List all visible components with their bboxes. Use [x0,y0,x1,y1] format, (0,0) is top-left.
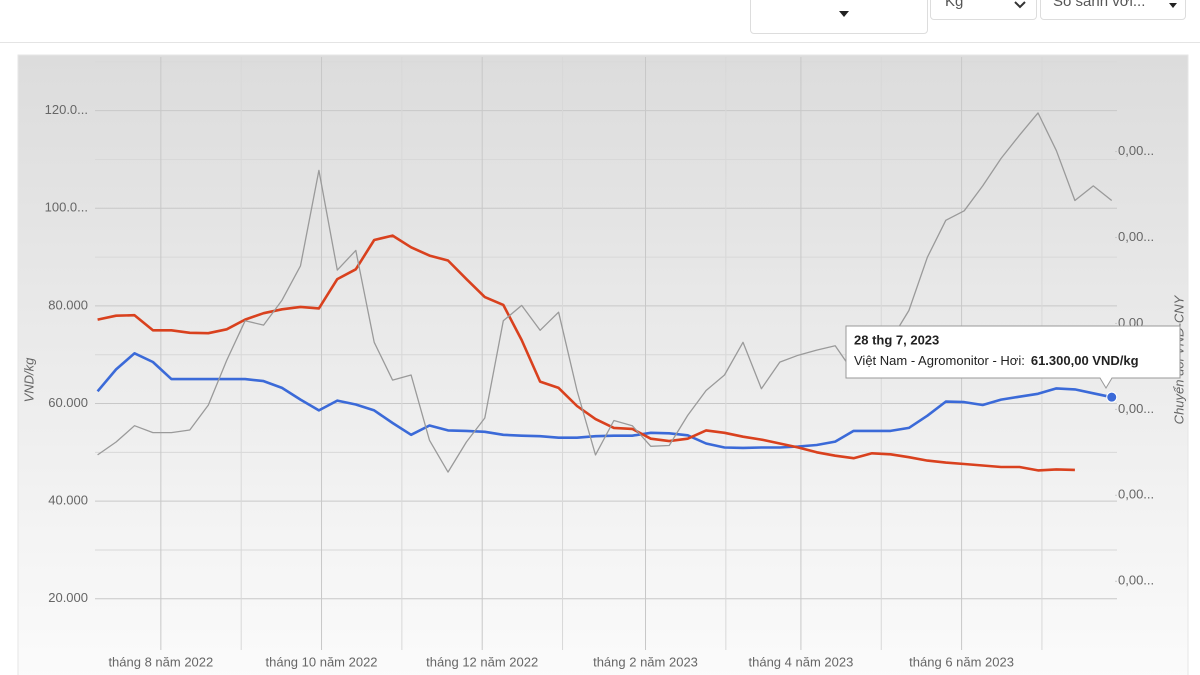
y-tick-label: 20.000 [48,590,88,605]
y-tick-label: 60.000 [48,395,88,410]
y2-tick-label: 0,00... [1118,401,1154,416]
x-tick-label: tháng 12 năm 2022 [426,654,538,669]
y2-tick-label: 0,00... [1118,229,1154,244]
tooltip-row: Việt Nam - Agromonitor - Hơi: 61.300,00 V… [854,353,1139,368]
compare-text: So sánh với... [1053,0,1146,10]
tooltip-title: 28 thg 7, 2023 [854,332,939,347]
y-tick-label: 80.000 [48,297,88,312]
series-line [97,234,1075,472]
x-tick-label: tháng 2 năm 2023 [593,654,698,669]
hover-marker [1106,391,1118,403]
tooltip: 28 thg 7, 2023 Việt Nam - Agromonitor - H… [845,325,1181,389]
divider [0,42,1200,43]
y2-tick-label: 0,00... [1118,573,1154,588]
caret [1169,3,1177,8]
series-line [96,352,1112,450]
tooltip-series: Việt Nam - Agromonitor - Hơi: [854,353,1025,368]
tooltip-value: 61.300,00 VND/kg [1031,353,1139,368]
x-tick-label: tháng 8 năm 2022 [108,654,213,669]
y-tick-label: 100.0... [45,200,88,215]
y-axis-label: VND/kg [21,357,36,403]
y-tick-label: 120.0... [45,102,88,117]
series-line [97,112,1113,473]
unit-text: Kg [945,0,964,10]
dropdown[interactable] [750,0,928,34]
x-tick-label: tháng 10 năm 2022 [266,654,378,669]
y-tick-label: 40.000 [48,493,88,508]
x-tick-label: tháng 6 năm 2023 [909,654,1014,669]
caret [839,11,849,17]
unit-select[interactable]: Kg [930,0,1037,20]
chevron [1014,1,1026,9]
compare-select[interactable]: So sánh với... [1040,0,1186,20]
y2-tick-label: 0,00... [1118,487,1154,502]
x-tick-label: tháng 4 năm 2023 [749,654,854,669]
y2-tick-label: 0,00... [1118,143,1154,158]
tooltip-box [845,325,1181,389]
